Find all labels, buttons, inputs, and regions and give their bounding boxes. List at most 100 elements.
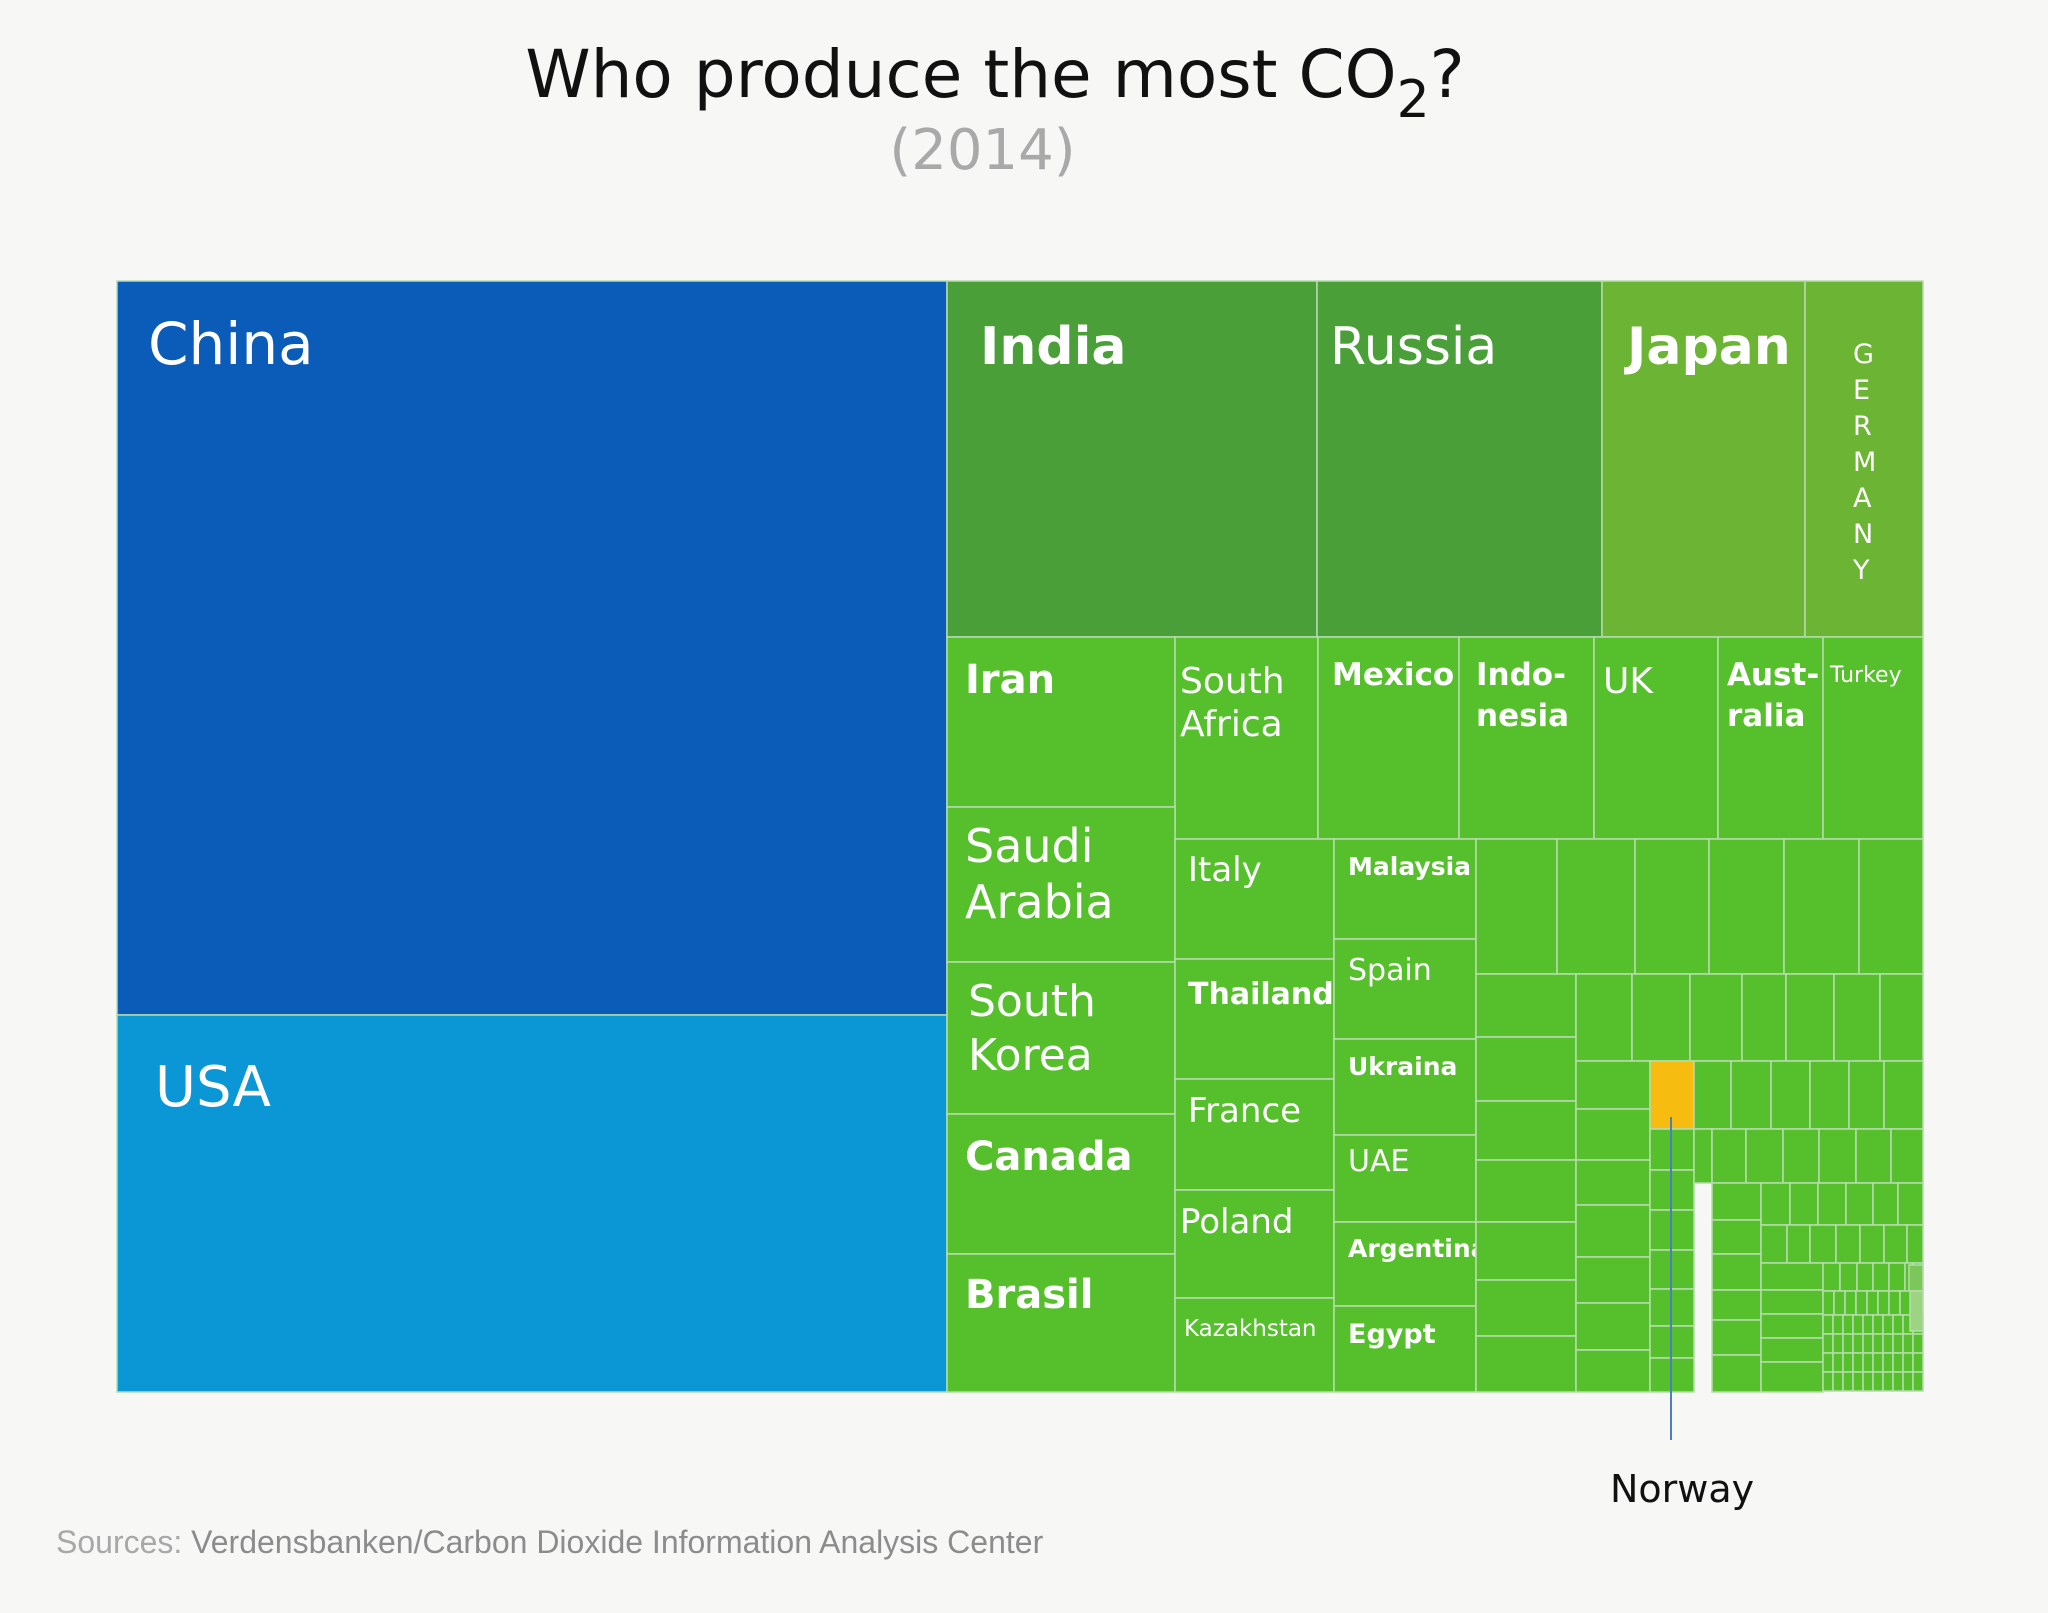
small-cell-79 — [1760, 1361, 1824, 1393]
small-cell-6 — [1858, 838, 1924, 975]
small-cell-107 — [1822, 1333, 1834, 1354]
small-cell-126 — [1912, 1352, 1924, 1373]
small-cell-101 — [1862, 1314, 1874, 1335]
small-cell-77 — [1760, 1313, 1824, 1339]
small-cell-23 — [1575, 1108, 1651, 1161]
small-cell-117 — [1822, 1352, 1834, 1373]
label-russia: Russia — [1330, 317, 1497, 377]
label-mexico: Mexico — [1332, 657, 1454, 693]
small-cell-100 — [1852, 1314, 1864, 1335]
cell-south-africa — [1174, 636, 1319, 840]
label-thailand: Thailand — [1188, 977, 1334, 1012]
cell-russia — [1316, 280, 1603, 638]
faded-cell-2 — [1909, 1290, 1924, 1332]
title-text: Who produce the most CO — [525, 36, 1397, 113]
small-cell-119 — [1842, 1352, 1854, 1373]
label-saudi-arabia: Saudi Arabia — [965, 819, 1114, 929]
small-cell-10 — [1475, 1159, 1577, 1223]
label-india: India — [980, 317, 1127, 377]
label-canada: Canada — [965, 1134, 1132, 1180]
small-cell-51 — [1890, 1128, 1924, 1184]
small-cell-15 — [1631, 973, 1691, 1062]
small-cell-63 — [1845, 1182, 1874, 1226]
small-cell-29 — [1693, 1060, 1732, 1130]
small-cell-105 — [1902, 1314, 1914, 1335]
small-cell-121 — [1862, 1352, 1874, 1373]
source-note: Sources: Verdensbanken/Carbon Dioxide In… — [56, 1524, 1043, 1561]
small-cell-27 — [1575, 1302, 1651, 1351]
small-cell-130 — [1852, 1371, 1864, 1392]
small-cell-58 — [1711, 1354, 1762, 1393]
cell-uae — [1333, 1134, 1477, 1223]
small-cell-1 — [1475, 838, 1558, 975]
small-cell-12 — [1475, 1279, 1577, 1337]
cell-india — [946, 280, 1318, 638]
small-cell-86 — [1904, 1262, 1914, 1292]
small-cell-93 — [1877, 1290, 1890, 1316]
small-cell-115 — [1902, 1333, 1914, 1354]
source-text: Verdensbanken/Carbon Dioxide Information… — [191, 1524, 1044, 1560]
cell-ukraina — [1333, 1038, 1477, 1136]
cell-usa — [116, 1014, 948, 1393]
small-cell-123 — [1882, 1352, 1894, 1373]
small-cell-38 — [1649, 1169, 1695, 1211]
small-cell-127 — [1822, 1371, 1834, 1392]
label-ukraina: Ukraina — [1348, 1052, 1457, 1081]
cell-malaysia — [1333, 838, 1477, 940]
label-iran: Iran — [965, 657, 1055, 703]
cell-argentina — [1333, 1221, 1477, 1307]
small-cell-134 — [1892, 1371, 1904, 1392]
small-cell-64 — [1872, 1182, 1899, 1226]
small-cell-4 — [1708, 838, 1785, 975]
chart-title: Who produce the most CO2? — [0, 35, 1990, 130]
small-cell-116 — [1912, 1333, 1924, 1354]
chart-subtitle: (2014) — [889, 118, 1076, 183]
small-cell-61 — [1789, 1182, 1819, 1226]
cell-kazakhstan — [1174, 1297, 1335, 1393]
small-cell-65 — [1897, 1182, 1924, 1226]
label-uk: UK — [1603, 661, 1654, 702]
label-south-africa: South Africa — [1180, 661, 1285, 745]
cell-brasil — [946, 1253, 1176, 1393]
faded-cell-1 — [1908, 1264, 1924, 1292]
label-china: China — [148, 310, 314, 378]
small-cell-70 — [1835, 1224, 1861, 1264]
small-cell-34 — [1848, 1060, 1885, 1130]
small-cell-111 — [1862, 1333, 1874, 1354]
small-cell-48 — [1782, 1128, 1820, 1184]
label-france: France — [1188, 1091, 1301, 1131]
cell-egypt — [1333, 1305, 1477, 1393]
small-cell-28 — [1575, 1349, 1651, 1393]
small-cell-35 — [1883, 1060, 1924, 1130]
cell-mexico — [1317, 636, 1460, 840]
small-cell-96 — [1910, 1290, 1923, 1316]
label-egypt: Egypt — [1348, 1319, 1436, 1350]
small-cell-129 — [1842, 1371, 1854, 1392]
small-cell-39 — [1649, 1209, 1695, 1251]
small-cell-8 — [1475, 1036, 1577, 1102]
small-cell-90 — [1844, 1290, 1857, 1316]
small-cell-122 — [1872, 1352, 1884, 1373]
label-kazakhstan: Kazakhstan — [1184, 1316, 1317, 1342]
small-cell-118 — [1832, 1352, 1844, 1373]
small-cell-136 — [1912, 1371, 1924, 1392]
small-cell-31 — [1730, 1060, 1772, 1130]
small-cell-53 — [1711, 1182, 1762, 1221]
label-uae: UAE — [1348, 1144, 1409, 1179]
title-end: ? — [1429, 36, 1465, 113]
small-cell-81 — [1822, 1262, 1841, 1292]
small-cell-11 — [1475, 1221, 1577, 1281]
small-cell-106 — [1912, 1314, 1924, 1335]
small-cell-95 — [1899, 1290, 1912, 1316]
label-poland: Poland — [1180, 1202, 1294, 1242]
label-norway-callout: Norway — [1610, 1467, 1754, 1511]
small-cell-47 — [1745, 1128, 1784, 1184]
cell-norway — [1649, 1060, 1695, 1130]
small-cell-75 — [1760, 1262, 1824, 1291]
small-cell-37 — [1649, 1128, 1695, 1171]
small-cell-104 — [1892, 1314, 1904, 1335]
source-lead: Sources: — [56, 1524, 183, 1560]
small-cell-78 — [1760, 1337, 1824, 1363]
small-cell-114 — [1892, 1333, 1904, 1354]
